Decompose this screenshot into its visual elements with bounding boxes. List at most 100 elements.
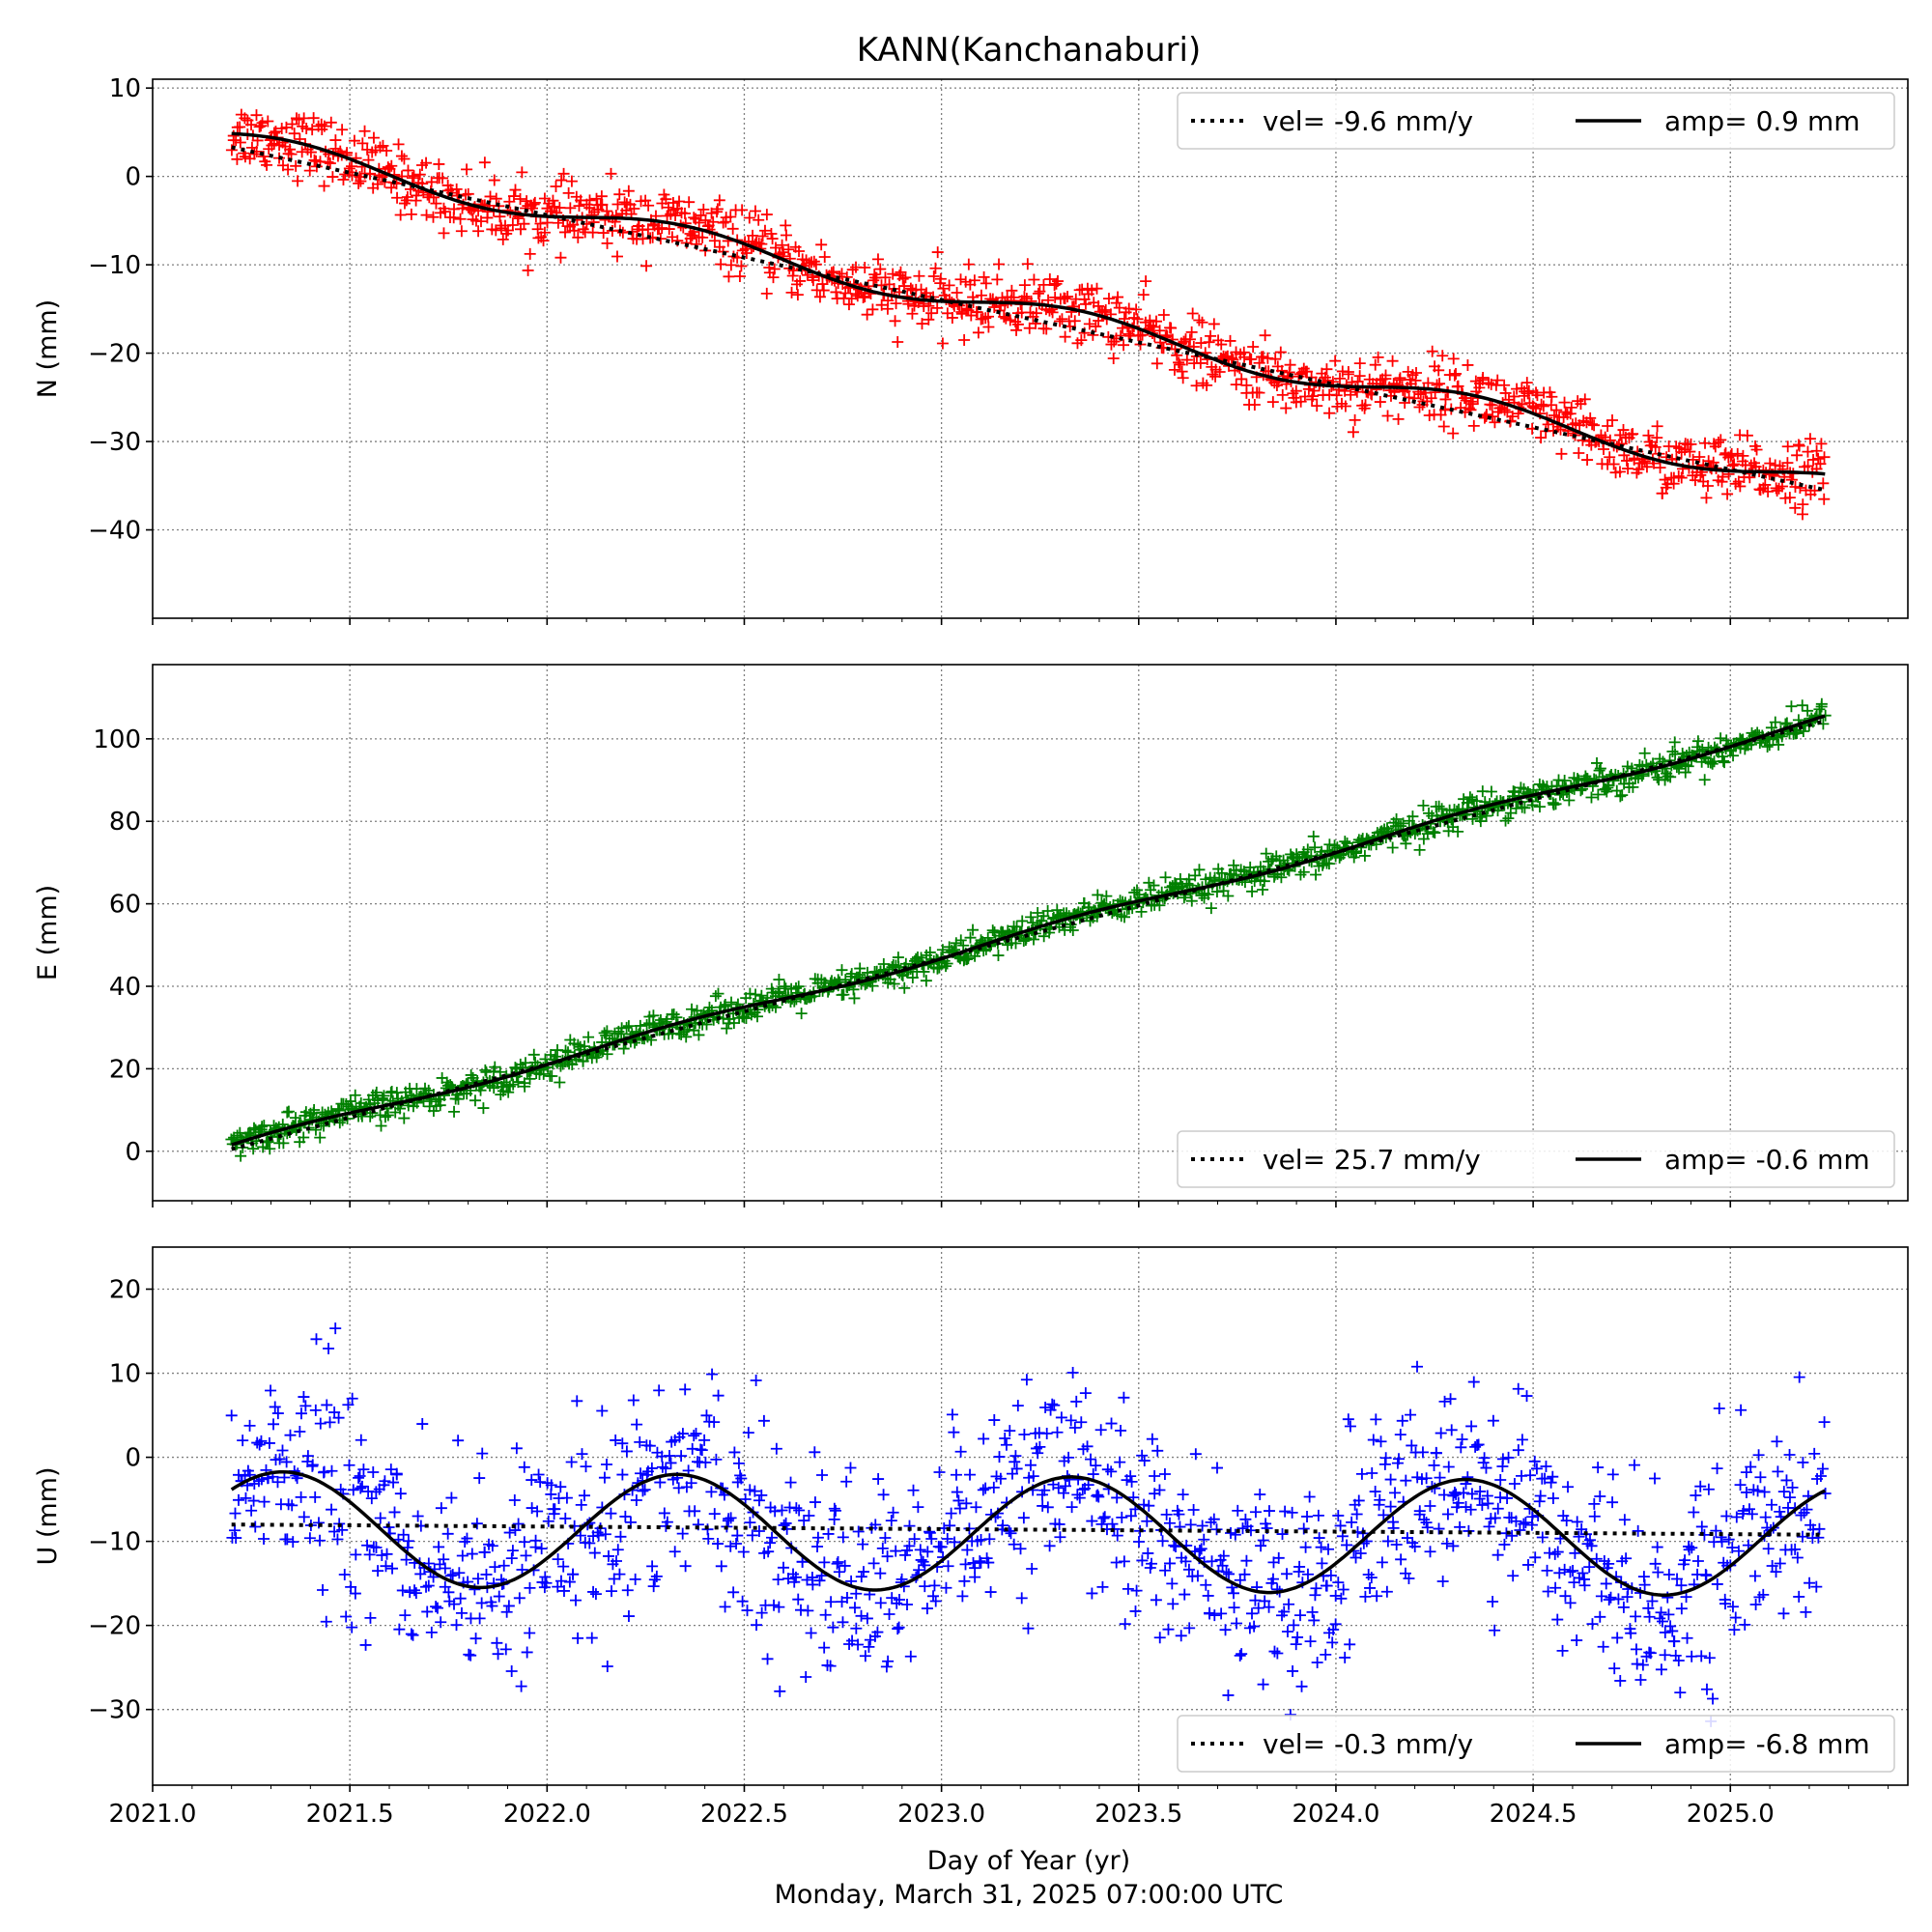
y-tick-label: −40 [88, 517, 141, 546]
data-point [1617, 1601, 1630, 1613]
data-point [1627, 781, 1639, 793]
data-point [830, 286, 842, 298]
data-point [559, 226, 572, 239]
data-point [669, 210, 682, 222]
data-point [328, 1525, 341, 1538]
data-point [994, 1472, 1007, 1485]
data-point [688, 212, 700, 224]
data-point [1052, 1482, 1065, 1494]
data-point [505, 1665, 518, 1678]
data-point [622, 185, 635, 197]
data-point [1310, 1582, 1322, 1595]
data-point [622, 1020, 635, 1033]
plot-frame [152, 664, 1909, 1202]
data-point [1465, 1420, 1478, 1433]
data-point [1263, 1505, 1275, 1518]
data-point [420, 1580, 433, 1593]
data-point [242, 1127, 254, 1140]
data-point [1276, 1528, 1289, 1541]
data-point [488, 174, 500, 186]
data-point [1689, 474, 1701, 487]
data-point [234, 136, 246, 149]
data-point [343, 162, 355, 175]
data-point [611, 250, 623, 263]
data-point [1345, 388, 1357, 401]
data-point [1020, 1374, 1033, 1386]
y-axis-label: E (mm) [33, 885, 63, 980]
data-point [816, 1469, 829, 1482]
data-point [1664, 1620, 1677, 1633]
data-point [1718, 754, 1730, 767]
data-point [562, 186, 575, 199]
data-point [1236, 1522, 1249, 1535]
data-point [353, 177, 365, 189]
data-point [237, 1435, 249, 1447]
data-point [1791, 726, 1804, 739]
data-point [1005, 1527, 1017, 1540]
data-point [1411, 1360, 1424, 1373]
data-point [1487, 1414, 1499, 1427]
data-point [1008, 1538, 1020, 1550]
data-point [719, 1601, 731, 1613]
data-point [1470, 795, 1483, 808]
data-point [946, 311, 958, 324]
data-point [1245, 353, 1258, 365]
data-point [1526, 1511, 1539, 1523]
data-point [1807, 453, 1820, 466]
data-point [642, 199, 655, 212]
data-point [1026, 1563, 1038, 1575]
data-point [1301, 1510, 1314, 1522]
data-point [1311, 400, 1323, 412]
legend-amp-label: amp= -0.6 mm [1664, 1144, 1870, 1176]
data-point [756, 230, 769, 242]
data-point [1630, 1610, 1642, 1623]
x-tick-label: 2023.5 [1094, 1800, 1182, 1829]
data-point [1164, 1557, 1177, 1570]
data-point [390, 1468, 403, 1481]
data-point [951, 1486, 963, 1498]
data-point [1800, 1605, 1812, 1618]
data-point [1142, 1547, 1154, 1559]
legend-E: vel= 25.7 mm/y amp= -0.6 mm [1177, 1130, 1895, 1188]
data-point [1025, 911, 1037, 923]
data-point [904, 282, 917, 295]
data-point [1435, 1427, 1447, 1439]
data-point [1428, 1459, 1440, 1471]
data-point [346, 1621, 358, 1634]
data-point [731, 1529, 744, 1542]
data-point [1536, 1531, 1548, 1544]
data-point [491, 1636, 503, 1649]
legend-box [1177, 1130, 1895, 1188]
data-point [1534, 1490, 1547, 1502]
data-point [898, 981, 911, 994]
data-point [1444, 1393, 1457, 1406]
data-point [1148, 879, 1160, 892]
data-point [1359, 1590, 1372, 1603]
data-point [993, 258, 1006, 270]
data-point [1685, 438, 1697, 450]
data-point [810, 258, 822, 270]
data-point [245, 119, 258, 131]
data-point [314, 1534, 327, 1547]
data-point [802, 1605, 814, 1617]
data-point [574, 1529, 586, 1542]
data-point [1818, 451, 1831, 464]
data-point [454, 213, 467, 225]
data-point [554, 251, 567, 264]
data-point [1238, 351, 1251, 363]
data-point [1124, 1510, 1137, 1522]
data-point [934, 272, 947, 285]
y-tick-label: 0 [125, 163, 141, 192]
data-point [1700, 1569, 1713, 1581]
data-point [1507, 1570, 1520, 1582]
data-point [1749, 1598, 1762, 1610]
data-point [1037, 1499, 1049, 1512]
data-point [1024, 1459, 1037, 1471]
data-point [1322, 1543, 1335, 1555]
data-point [1210, 1523, 1223, 1536]
data-point [1187, 1503, 1200, 1516]
data-point [937, 282, 950, 295]
data-point [1050, 277, 1063, 290]
data-point [445, 1492, 458, 1504]
data-point [1558, 396, 1571, 409]
